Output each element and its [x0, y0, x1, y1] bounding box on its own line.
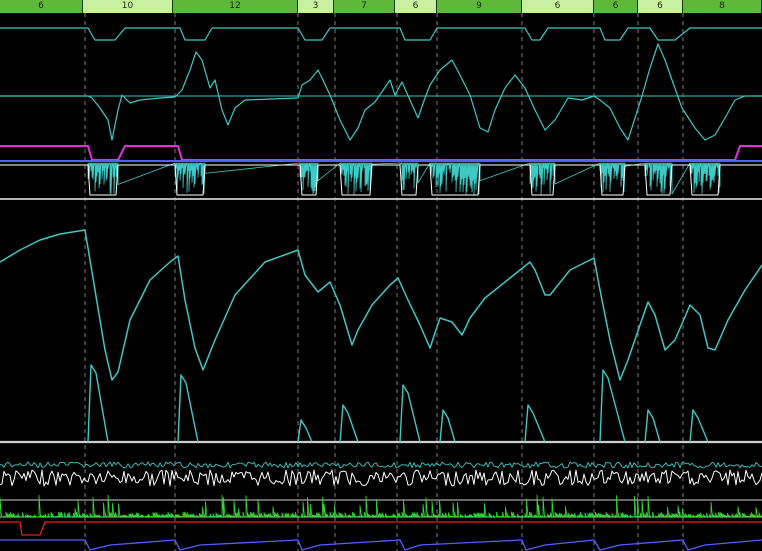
- segment-5[interactable]: 7: [334, 0, 395, 13]
- noise-white-trace: [0, 469, 762, 487]
- magenta-trace: [0, 145, 762, 161]
- segment-11[interactable]: 8: [683, 0, 762, 13]
- segment-7[interactable]: 9: [437, 0, 522, 13]
- decay-trace: [0, 229, 762, 381]
- bottom-blue-trace: [0, 539, 762, 551]
- segment-3[interactable]: 12: [173, 0, 298, 13]
- spike-6: [439, 409, 456, 443]
- spike-4: [339, 404, 359, 443]
- segment-2[interactable]: 10: [83, 0, 173, 13]
- segment-6[interactable]: 6: [395, 0, 437, 13]
- spike-1: [87, 364, 109, 443]
- spike-8: [599, 369, 626, 443]
- red-trace: [0, 521, 762, 536]
- green-activity-trace: [0, 494, 762, 518]
- spike-2: [177, 374, 199, 443]
- burst-outline: [0, 164, 762, 196]
- trace-area: [0, 13, 762, 551]
- spike-5: [399, 384, 421, 443]
- segment-1[interactable]: 6: [0, 0, 83, 13]
- segment-8[interactable]: 6: [522, 0, 594, 13]
- spike-9: [644, 409, 661, 443]
- noise-teal-trace: [0, 461, 762, 469]
- spike-7: [524, 404, 546, 443]
- segment-4[interactable]: 3: [298, 0, 334, 13]
- segment-9[interactable]: 6: [594, 0, 638, 13]
- segment-10[interactable]: 6: [638, 0, 683, 13]
- wave-trace: [0, 43, 762, 141]
- spike-3: [297, 419, 313, 443]
- burst-trace: [87, 162, 721, 196]
- segment-bar: 6 10 12 3 7 6 9 6 6 6 8: [0, 0, 762, 13]
- step-trace: [0, 27, 762, 41]
- spike-10: [689, 409, 709, 443]
